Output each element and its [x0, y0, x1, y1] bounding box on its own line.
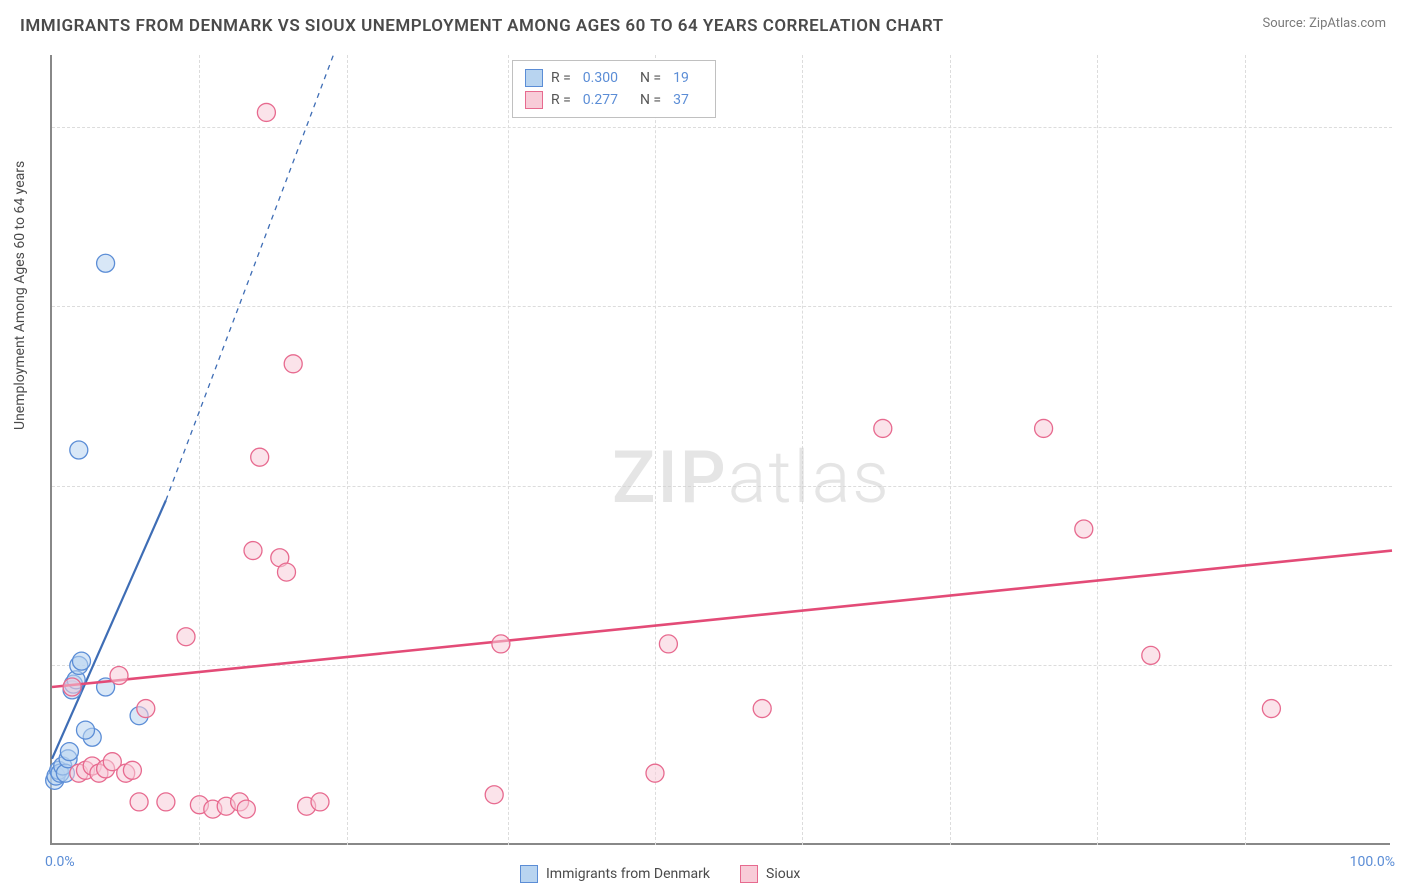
data-point [284, 355, 302, 373]
y-tick-label: 37.5% [1395, 297, 1406, 313]
plot-box: ZIPatlas R =0.300N =19R =0.277N =37 12.5… [50, 55, 1390, 845]
data-point [753, 700, 771, 718]
data-point [130, 793, 148, 811]
y-tick-label: 12.5% [1395, 656, 1406, 672]
y-axis-label: Unemployment Among Ages 60 to 64 years [12, 161, 28, 430]
n-label: N = [640, 67, 661, 89]
data-point [874, 419, 892, 437]
trend-line [52, 500, 166, 759]
data-point [244, 542, 262, 560]
x-axis-min: 0.0% [45, 854, 75, 870]
data-point [70, 441, 88, 459]
r-label: R = [551, 89, 571, 111]
data-point [1075, 520, 1093, 538]
legend-label: Immigrants from Denmark [546, 866, 710, 882]
y-tick-label: 50.0% [1395, 118, 1406, 134]
legend-swatch [520, 865, 538, 883]
data-point [63, 678, 81, 696]
data-point [110, 667, 128, 685]
data-point [311, 793, 329, 811]
data-point [237, 800, 255, 818]
legend-swatch [525, 69, 543, 87]
correlation-legend: R = 0.300 N = 19 R = 0.277 N = 37 [512, 60, 716, 118]
legend-item: Immigrants from Denmark [520, 865, 710, 883]
data-point [1262, 700, 1280, 718]
legend-swatch [740, 865, 758, 883]
data-point [72, 652, 90, 670]
data-point [278, 563, 296, 581]
data-point [123, 761, 141, 779]
data-point [1035, 419, 1053, 437]
r-value: 0.300 [583, 67, 618, 89]
legend-swatch [525, 91, 543, 109]
legend-stat-row: R = 0.277 N = 37 [525, 89, 703, 111]
trend-line [52, 551, 1392, 687]
x-axis-max: 100.0% [1350, 854, 1395, 870]
trend-line-dash [166, 55, 334, 500]
legend-stat-row: R = 0.300 N = 19 [525, 67, 703, 89]
data-point [177, 628, 195, 646]
scatter-svg [52, 55, 1392, 845]
chart-title: IMMIGRANTS FROM DENMARK VS SIOUX UNEMPLO… [20, 16, 944, 36]
data-point [77, 721, 95, 739]
r-value: 0.277 [583, 89, 618, 111]
data-point [646, 764, 664, 782]
n-label: N = [640, 89, 661, 111]
data-point [251, 448, 269, 466]
source-attribution: Source: ZipAtlas.com [1262, 16, 1386, 31]
legend-label: Sioux [766, 866, 800, 882]
data-point [659, 635, 677, 653]
chart-area: ZIPatlas R =0.300N =19R =0.277N =37 12.5… [50, 55, 1390, 845]
legend-item: Sioux [740, 865, 800, 883]
data-point [157, 793, 175, 811]
n-value: 19 [673, 67, 689, 89]
data-point [492, 635, 510, 653]
n-value: 37 [673, 89, 689, 111]
r-label: R = [551, 67, 571, 89]
series-legend: Immigrants from Denmark Sioux [520, 865, 800, 883]
data-point [97, 254, 115, 272]
data-point [60, 743, 78, 761]
data-point [137, 700, 155, 718]
y-tick-label: 25.0% [1395, 477, 1406, 493]
data-point [257, 103, 275, 121]
data-point [485, 786, 503, 804]
data-point [1142, 646, 1160, 664]
